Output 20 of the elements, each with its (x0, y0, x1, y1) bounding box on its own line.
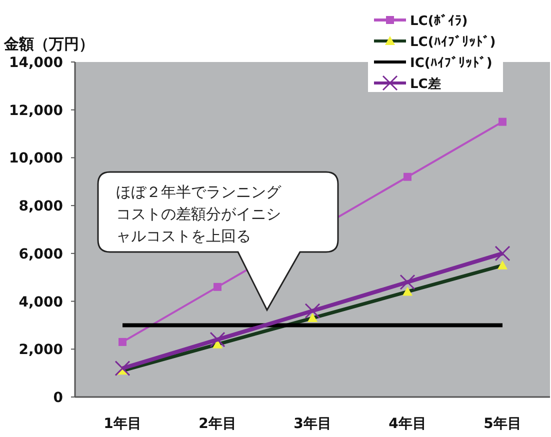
y-tick-label: 2,000 (18, 342, 64, 358)
x-tick-label: 5年目 (484, 416, 522, 432)
x-tick-label: 1年目 (104, 416, 142, 432)
y-tick-label: 4,000 (18, 294, 64, 310)
x-tick-label: 4年目 (388, 416, 426, 432)
legend-label: LC(ﾎﾞｲﾗ) (410, 13, 468, 29)
y-tick-label: 8,000 (18, 198, 64, 215)
y-tick-label: 12,000 (8, 102, 64, 119)
y-tick-label: 14,000 (8, 55, 64, 71)
legend-label: LC(ﾊｲﾌﾞﾘｯﾄﾞ) (410, 34, 496, 50)
annotation: ほぼ２年半でランニングコストの差額分がイニシャルコストを上回る (116, 183, 282, 245)
x-tick-label: 3年目 (294, 416, 332, 432)
legend-label: IC(ﾊｲﾌﾞﾘｯﾄﾞ) (410, 55, 492, 71)
legend-label: LC差 (410, 77, 441, 92)
y-axis-title: 金額（万円） (3, 35, 94, 53)
annotation: ほぼ２年半でランニングコストの差額分がイニシャルコストを上回る (97, 171, 339, 311)
x-tick-label: 2年目 (198, 416, 236, 432)
y-tick-label: 10,000 (8, 150, 64, 167)
y-tick-label: 6,000 (18, 246, 64, 262)
y-tick-label: 0 (53, 390, 64, 406)
